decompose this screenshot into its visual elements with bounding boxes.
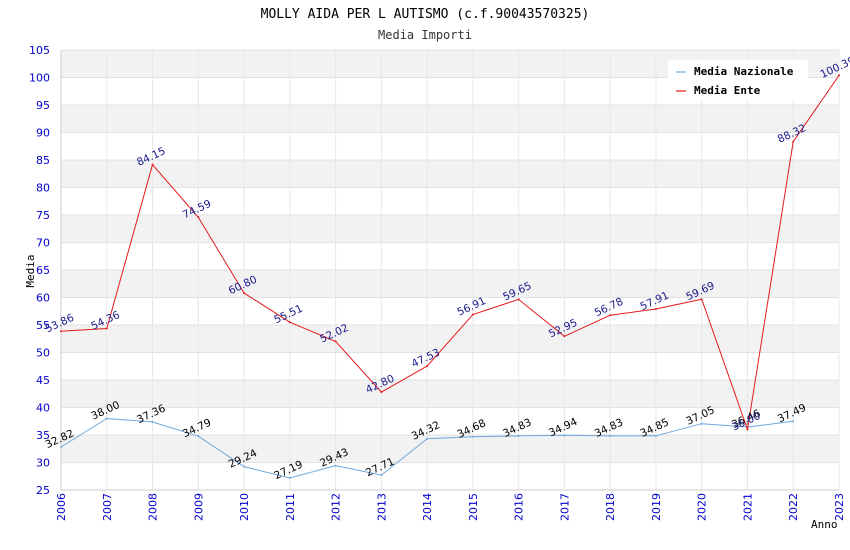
data-point-media-ente: [792, 140, 795, 143]
gridlines: [60, 49, 840, 491]
data-point-media-nazionale: [426, 437, 429, 440]
x-tick-labels: 2006 2007 2008 2009 2010 2011 2012 2013 2014 2015…: [55, 493, 846, 521]
y-tick-label: 100: [29, 72, 50, 85]
data-point-media-nazionale: [471, 435, 474, 438]
data-point-media-ente: [838, 74, 840, 77]
data-point-media-nazionale: [197, 435, 200, 438]
series-line-media-ente: [60, 75, 840, 430]
data-label-media-ente: 55.51: [272, 303, 304, 327]
data-point-media-ente: [105, 327, 108, 330]
x-tick-label: 2007: [101, 493, 114, 521]
plot-band: [61, 325, 839, 353]
data-point-media-nazionale: [792, 420, 795, 423]
y-tick-label: 25: [36, 484, 50, 497]
data-point-media-nazionale: [151, 421, 154, 424]
legend: Media Nazionale Media Ente: [668, 60, 808, 100]
data-point-media-nazionale: [517, 434, 520, 437]
plot-band: [61, 160, 839, 188]
data-point-media-ente: [288, 321, 291, 324]
x-tick-label: 2008: [147, 493, 160, 521]
data-point-media-ente: [746, 428, 749, 431]
x-tick-label: 2017: [558, 493, 571, 521]
data-point-media-nazionale: [288, 476, 291, 479]
data-point-media-ente: [380, 391, 383, 394]
legend-box: [668, 60, 808, 100]
y-tick-label: 55: [36, 319, 50, 332]
data-label-media-ente: 56.91: [455, 295, 487, 319]
plot-band: [61, 380, 839, 408]
x-tick-label: 2009: [192, 493, 205, 521]
y-tick-label: 95: [36, 99, 50, 112]
chart-subtitle: Media Importi: [378, 28, 472, 42]
x-tick-label: 2021: [741, 493, 754, 521]
data-point-media-ente: [563, 335, 566, 338]
data-point-media-ente: [197, 216, 200, 219]
y-tick-label: 50: [36, 347, 50, 360]
data-point-media-nazionale: [700, 422, 703, 425]
plot-band: [61, 435, 839, 463]
data-point-media-nazionale: [609, 434, 612, 437]
plot-band: [61, 270, 839, 298]
data-point-media-ente: [700, 298, 703, 301]
x-axis-label: Anno: [811, 518, 838, 531]
y-tick-label: 65: [36, 264, 50, 277]
y-tick-label: 40: [36, 402, 50, 415]
data-point-media-ente: [334, 340, 337, 343]
y-tick-label: 105: [29, 44, 50, 57]
x-tick-label: 2015: [467, 493, 480, 521]
data-point-media-ente: [243, 292, 246, 295]
y-tick-label: 70: [36, 237, 50, 250]
y-axis-label: Media: [24, 254, 37, 287]
data-point-media-ente: [426, 365, 429, 368]
data-point-media-nazionale: [60, 445, 62, 448]
x-tick-label: 2011: [284, 493, 297, 521]
data-point-media-nazionale: [243, 465, 246, 468]
y-tick-label: 45: [36, 374, 50, 387]
plot-band: [61, 105, 839, 133]
data-point-media-ente: [654, 307, 657, 310]
data-point-media-ente: [609, 314, 612, 317]
x-tick-label: 2010: [238, 493, 251, 521]
plot-bands: [61, 50, 839, 463]
y-tick-label: 35: [36, 429, 50, 442]
y-tick-label: 75: [36, 209, 50, 222]
y-tick-label: 80: [36, 182, 50, 195]
data-point-media-nazionale: [563, 434, 566, 437]
x-tick-label: 2006: [55, 493, 68, 521]
x-tick-label: 2018: [604, 493, 617, 521]
x-tick-label: 2016: [513, 493, 526, 521]
chart-title: MOLLY AIDA PER L AUTISMO (c.f.9004357032…: [261, 7, 590, 22]
legend-label-media-ente: Media Ente: [694, 84, 761, 97]
data-point-media-ente: [151, 163, 154, 166]
data-point-media-nazionale: [654, 434, 657, 437]
x-tick-label: 2019: [650, 493, 663, 521]
series-layer: [60, 74, 840, 479]
x-tick-label: 2020: [696, 493, 709, 521]
x-tick-label: 2014: [421, 493, 434, 521]
x-tick-label: 2013: [375, 493, 388, 521]
data-point-media-nazionale: [105, 417, 108, 420]
y-tick-label: 30: [36, 457, 50, 470]
legend-label-media-nazionale: Media Nazionale: [694, 65, 794, 78]
y-tick-label: 90: [36, 127, 50, 140]
data-point-media-ente: [471, 313, 474, 316]
x-tick-label: 2012: [330, 493, 343, 521]
data-point-media-ente: [60, 330, 62, 333]
data-point-media-nazionale: [380, 474, 383, 477]
x-tick-label: 2022: [787, 493, 800, 521]
y-tick-label: 85: [36, 154, 50, 167]
data-point-media-ente: [517, 298, 520, 301]
data-point-media-nazionale: [334, 464, 337, 467]
plot-band: [61, 215, 839, 243]
x-tick-label: 2023: [833, 493, 846, 521]
y-tick-labels: 25 30 35 40 45 50 55 60 65 70 75 80 85 90 95 100 105: [29, 44, 50, 497]
y-tick-label: 60: [36, 292, 50, 305]
